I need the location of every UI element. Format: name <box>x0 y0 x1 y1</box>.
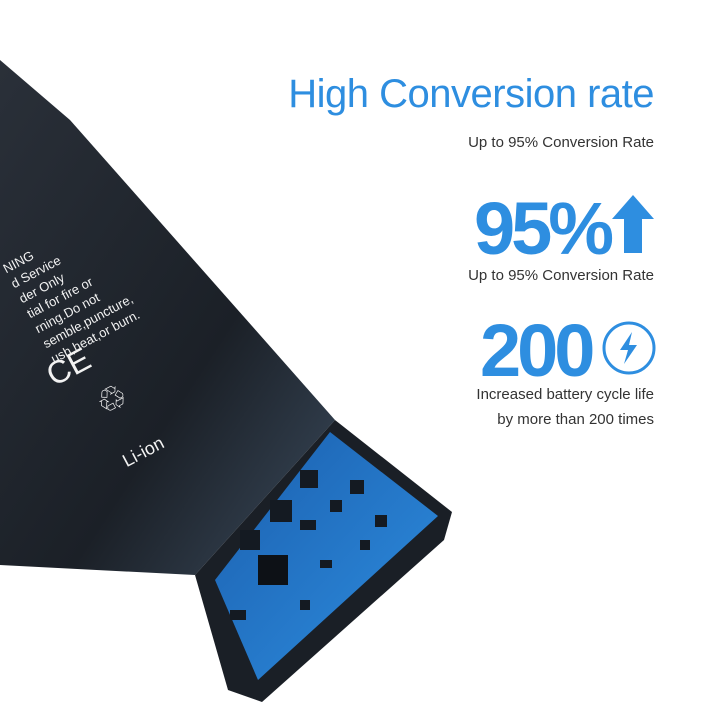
pcb-board <box>215 432 438 680</box>
heading-subtitle: Up to 95% Conversion Rate <box>468 134 654 151</box>
recycle-icon: ♲ <box>89 375 135 424</box>
caption-line: by more than 200 times <box>497 411 654 428</box>
stat-200-caption: Increased battery cycle life by more tha… <box>476 382 654 432</box>
arrow-up-icon <box>612 195 654 253</box>
stat-200-value: 200 <box>480 309 595 392</box>
stat-95-caption: Up to 95% Conversion Rate <box>468 267 654 284</box>
page-title: High Conversion rate <box>288 72 654 116</box>
lightning-circle-icon <box>602 321 656 375</box>
caption-line: Increased battery cycle life <box>476 386 654 403</box>
chips <box>230 470 387 620</box>
stat-95-value: 95% <box>474 187 614 270</box>
battery-pack <box>0 60 335 575</box>
